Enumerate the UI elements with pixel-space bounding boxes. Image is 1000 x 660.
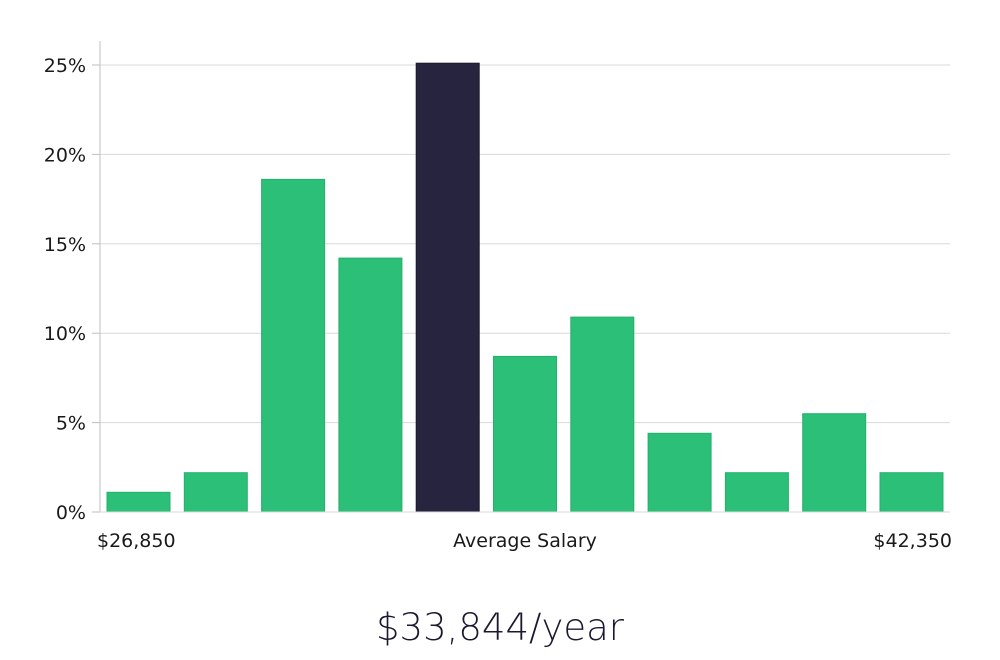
- y-tick-label: 15%: [44, 234, 86, 256]
- bar-average-salary: [415, 62, 480, 513]
- bar: [338, 257, 403, 513]
- bar: [879, 472, 944, 513]
- bar: [724, 472, 789, 513]
- bar: [106, 491, 171, 513]
- bar: [493, 355, 557, 513]
- bar: [570, 316, 635, 513]
- y-tick-label: 25%: [44, 55, 86, 77]
- y-tick-label: 0%: [56, 502, 86, 524]
- average-salary-value: $33,844/year: [375, 606, 624, 649]
- x-label-max-salary: $42,350: [873, 530, 952, 552]
- y-tick-label: 10%: [44, 323, 86, 345]
- y-axis-ticks: 0% 5% 10% 15% 20% 25%: [44, 55, 100, 524]
- bar: [183, 472, 248, 513]
- bar: [802, 413, 867, 513]
- y-tick-label: 5%: [56, 413, 86, 435]
- bar: [647, 432, 712, 513]
- x-label-average-salary: Average Salary: [453, 530, 597, 552]
- bars: [106, 62, 944, 513]
- y-tick-label: 20%: [44, 144, 86, 166]
- x-label-min-salary: $26,850: [97, 530, 176, 552]
- bar: [261, 178, 326, 513]
